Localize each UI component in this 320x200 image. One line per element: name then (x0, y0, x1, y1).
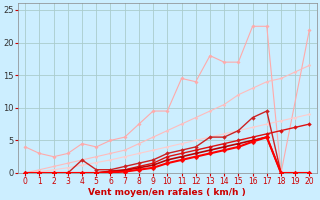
X-axis label: Vent moyen/en rafales ( km/h ): Vent moyen/en rafales ( km/h ) (88, 188, 246, 197)
